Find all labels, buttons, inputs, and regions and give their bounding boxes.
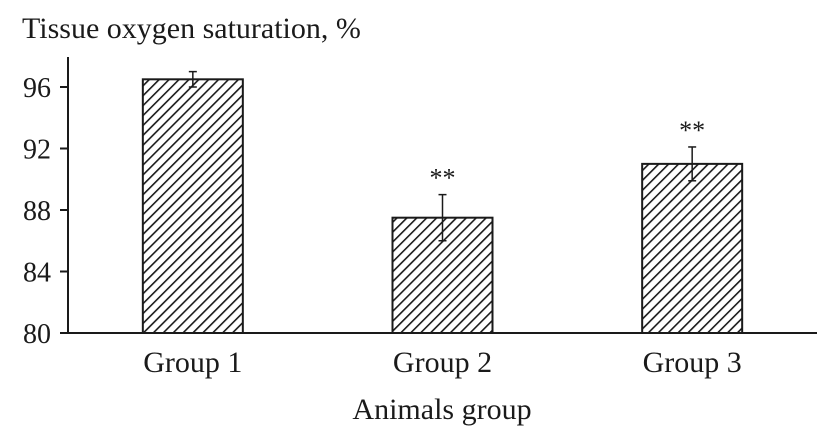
y-tick-label: 96 bbox=[23, 73, 51, 104]
y-tick-label: 80 bbox=[23, 319, 51, 350]
bar-series: ** ** bbox=[141, 70, 744, 334]
significance-label: ** bbox=[679, 116, 705, 145]
bar bbox=[141, 78, 244, 334]
y-axis-title: Tissue oxygen saturation, % bbox=[22, 12, 361, 45]
x-tick-label: Group 3 bbox=[643, 346, 742, 379]
y-tick-label: 92 bbox=[23, 135, 51, 166]
x-tick-label: Group 1 bbox=[143, 346, 242, 379]
significance-label: ** bbox=[430, 164, 456, 193]
bar bbox=[641, 162, 744, 334]
y-tick-label: 84 bbox=[23, 258, 51, 289]
x-axis-title: Animals group bbox=[352, 393, 531, 426]
y-axis-ticks: 80 84 88 92 96 bbox=[23, 73, 68, 350]
x-tick-label: Group 2 bbox=[393, 346, 492, 379]
x-axis-tick-labels: Group 1 Group 2 Group 3 bbox=[143, 346, 741, 379]
y-tick-label: 88 bbox=[23, 196, 51, 227]
